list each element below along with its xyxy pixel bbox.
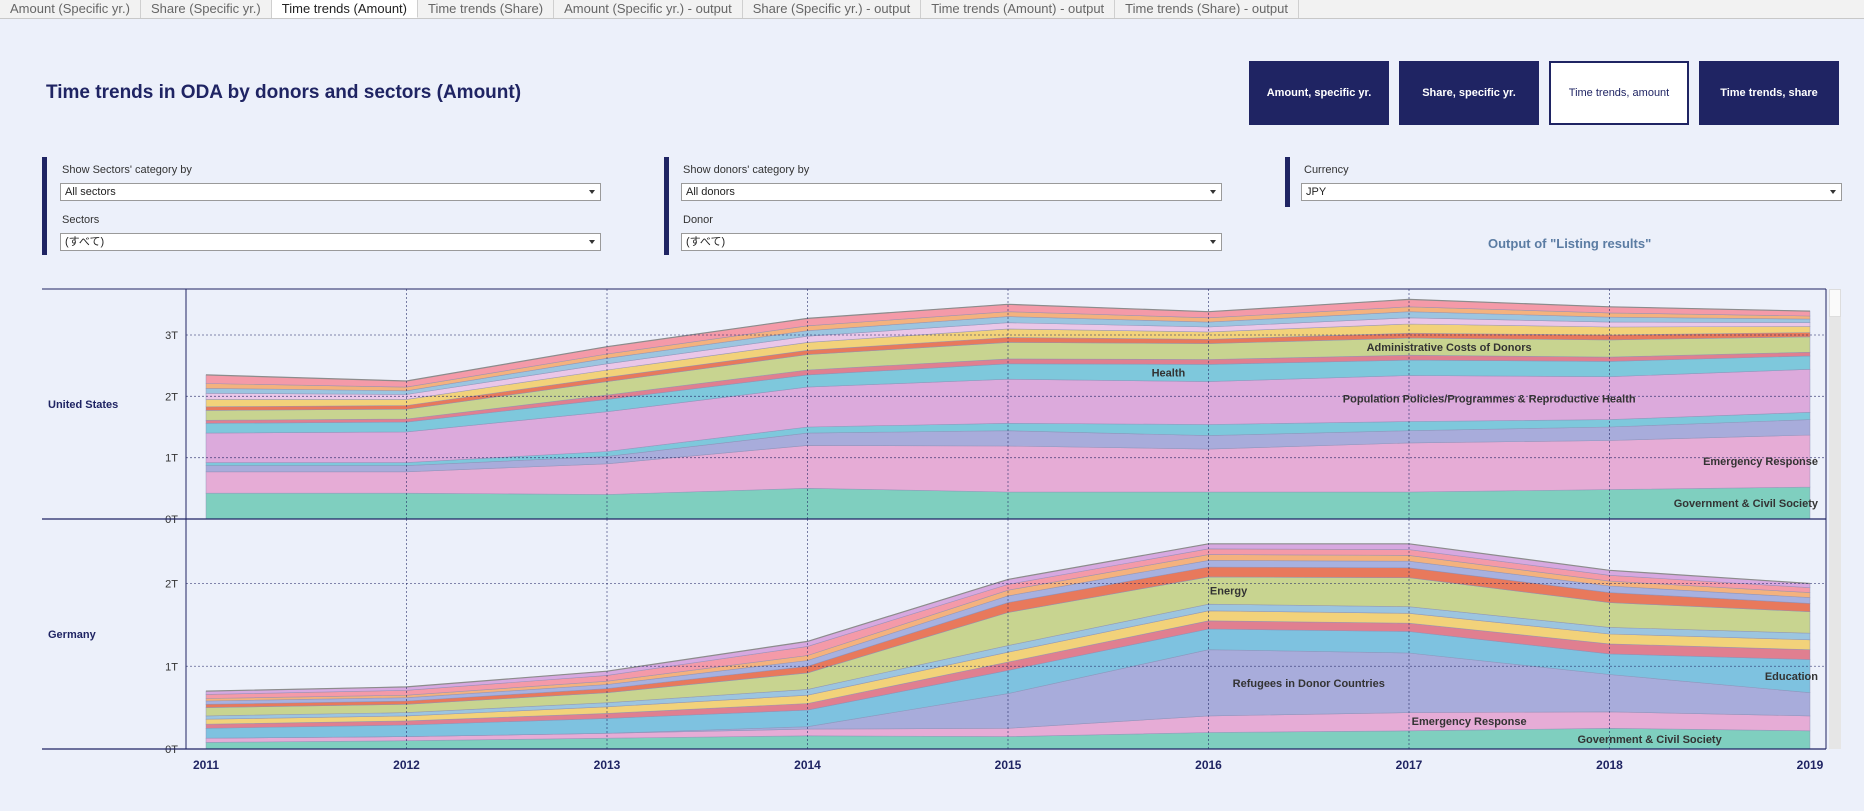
filter-group-currency-bar — [1285, 157, 1290, 207]
series-label: Government & Civil Society — [1577, 734, 1722, 746]
nav-button-3[interactable]: Time trends, share — [1699, 61, 1839, 125]
sheet-tabs: Amount (Specific yr.) Share (Specific yr.… — [0, 0, 1864, 19]
chevron-down-icon — [589, 190, 595, 194]
donor-category-select[interactable]: All donors — [681, 183, 1222, 201]
chevron-down-icon — [1210, 190, 1216, 194]
panel-label: Germany — [48, 629, 97, 641]
currency-select[interactable]: JPY — [1301, 183, 1842, 201]
area-outline-p0 — [205, 298, 1811, 382]
series-label: Emergency Response — [1703, 456, 1818, 468]
series-label: Education — [1765, 671, 1818, 683]
page-title: Time trends in ODA by donors and sectors… — [46, 82, 522, 103]
sectors-select[interactable]: (すべて) — [60, 233, 601, 251]
donor-label: Donor — [683, 214, 713, 226]
series-label: Population Policies/Programmes & Reprodu… — [1343, 393, 1636, 405]
tab-1[interactable]: Share (Specific yr.) — [141, 0, 272, 18]
x-tick-label: 2018 — [1596, 758, 1623, 772]
filter-group-donors-bar — [664, 157, 669, 255]
tab-2[interactable]: Time trends (Amount) — [271, 0, 418, 18]
series-label: Refugees in Donor Countries — [1233, 678, 1385, 690]
y-tick-label: 1T — [165, 661, 178, 673]
x-tick-label: 2019 — [1797, 758, 1824, 772]
x-tick-label: 2017 — [1396, 758, 1423, 772]
sectors-label: Sectors — [62, 214, 100, 226]
panel-label: United States — [48, 399, 118, 411]
currency-value: JPY — [1306, 186, 1327, 198]
nav-button-1[interactable]: Share, specific yr. — [1399, 61, 1539, 125]
series-label: Energy — [1210, 586, 1248, 598]
donor-category-value: All donors — [686, 186, 735, 198]
x-tick-label: 2016 — [1195, 758, 1222, 772]
currency-label: Currency — [1304, 164, 1349, 176]
series-label: Government & Civil Society — [1674, 498, 1819, 510]
output-listing-label: Output of "Listing results" — [1488, 236, 1652, 251]
tab-0[interactable]: Amount (Specific yr.) — [0, 0, 141, 18]
chart-scrollbar[interactable] — [1829, 289, 1841, 749]
nav-button-2[interactable]: Time trends, amount — [1549, 61, 1689, 125]
y-tick-label: 3T — [165, 330, 178, 342]
sectors-value: (すべて) — [65, 236, 105, 248]
nav-button-0[interactable]: Amount, specific yr. — [1249, 61, 1389, 125]
donor-select[interactable]: (すべて) — [681, 233, 1222, 251]
chevron-down-icon — [1830, 190, 1836, 194]
x-tick-label: 2014 — [794, 758, 821, 772]
scrollbar-thumb[interactable] — [1829, 289, 1841, 317]
sector-category-value: All sectors — [65, 186, 116, 198]
x-tick-label: 2012 — [393, 758, 420, 772]
sector-category-select[interactable]: All sectors — [60, 183, 601, 201]
chevron-down-icon — [589, 240, 595, 244]
series-label: Administrative Costs of Donors — [1367, 342, 1532, 354]
donor-value: (すべて) — [686, 236, 726, 248]
tab-6[interactable]: Time trends (Amount) - output — [921, 0, 1116, 18]
tab-7[interactable]: Time trends (Share) - output — [1115, 0, 1299, 18]
x-tick-label: 2015 — [995, 758, 1022, 772]
tab-5[interactable]: Share (Specific yr.) - output — [743, 0, 922, 18]
y-tick-label: 0T — [165, 744, 178, 756]
sector-category-label: Show Sectors' category by — [62, 164, 192, 176]
donor-category-label: Show donors' category by — [683, 164, 810, 176]
tab-3[interactable]: Time trends (Share) — [418, 0, 555, 18]
y-tick-label: 1T — [165, 453, 178, 465]
chevron-down-icon — [1210, 240, 1216, 244]
x-tick-label: 2013 — [594, 758, 621, 772]
series-label: Emergency Response — [1412, 716, 1527, 728]
filter-group-sectors-bar — [42, 157, 47, 255]
x-tick-label: 2011 — [193, 758, 219, 772]
y-tick-label: 2T — [165, 391, 178, 403]
tab-4[interactable]: Amount (Specific yr.) - output — [554, 0, 743, 18]
y-tick-label: 2T — [165, 579, 178, 591]
y-tick-label: 0T — [165, 514, 178, 526]
series-label: Health — [1152, 368, 1186, 380]
